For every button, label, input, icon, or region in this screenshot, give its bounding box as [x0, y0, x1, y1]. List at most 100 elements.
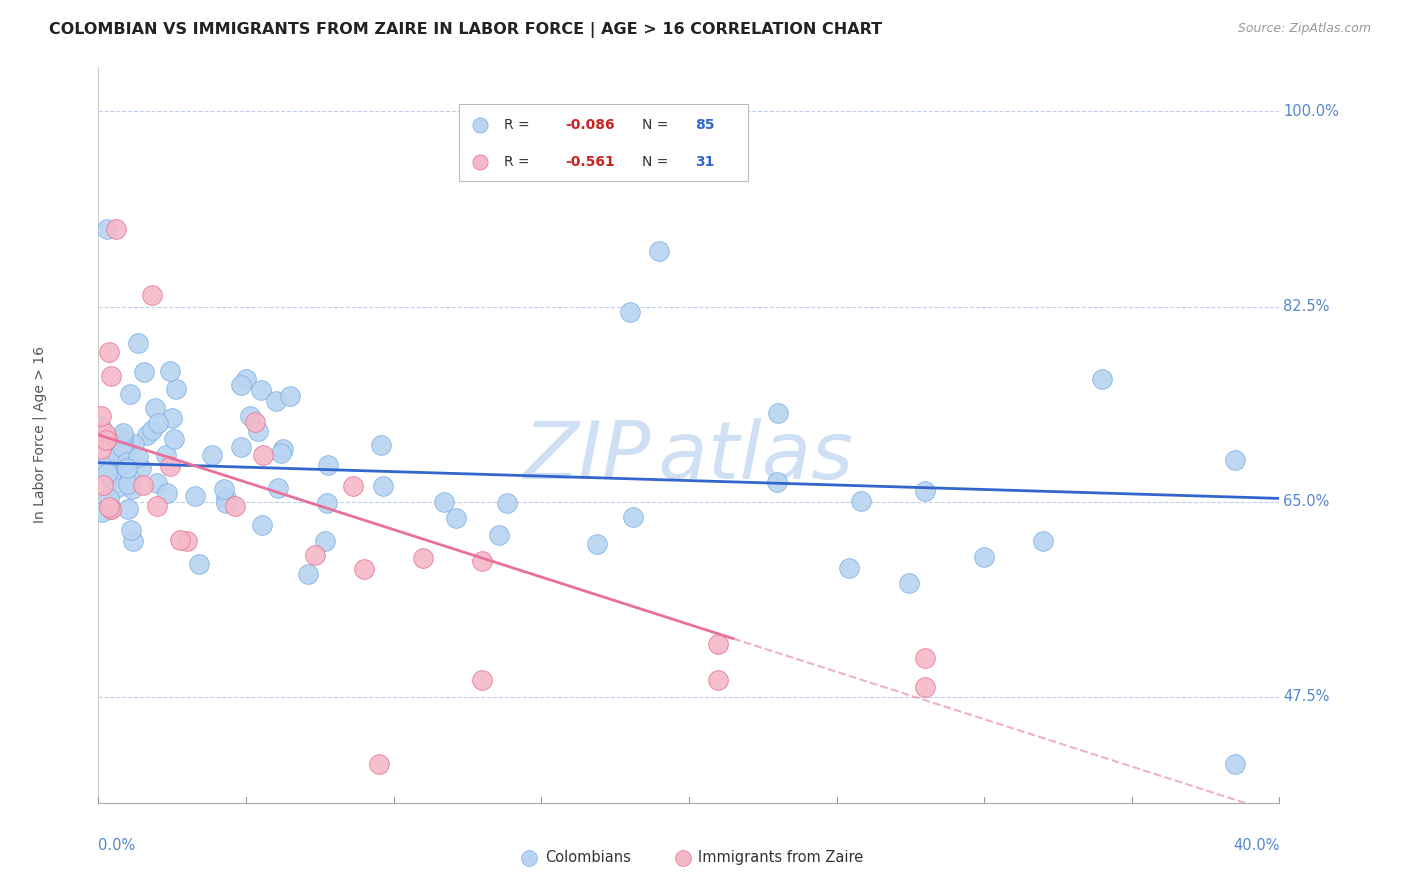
Point	[115, 455, 138, 469]
Point	[245, 415, 267, 429]
Point	[214, 483, 236, 497]
Point	[117, 477, 139, 491]
Point	[105, 467, 128, 481]
Point	[224, 499, 246, 513]
Point	[155, 448, 177, 462]
Point	[129, 461, 152, 475]
Point	[145, 499, 167, 513]
Text: 82.5%: 82.5%	[1284, 299, 1330, 314]
Point	[176, 534, 198, 549]
Point	[146, 416, 169, 430]
Point	[707, 673, 730, 687]
Point	[1032, 533, 1054, 548]
Point	[143, 401, 166, 415]
Text: ZIP atlas: ZIP atlas	[524, 418, 853, 496]
Point	[412, 551, 434, 566]
Text: 47.5%: 47.5%	[1284, 690, 1330, 705]
Point	[252, 518, 274, 533]
Point	[100, 368, 122, 383]
Point	[239, 409, 262, 423]
Point	[98, 500, 121, 514]
Point	[280, 389, 302, 403]
Point	[141, 288, 163, 302]
Point	[163, 432, 186, 446]
Point	[229, 378, 252, 392]
Point	[235, 372, 257, 386]
Point	[122, 534, 145, 549]
Text: 100.0%: 100.0%	[1284, 104, 1339, 119]
Text: R =: R =	[503, 119, 533, 132]
Point	[141, 423, 163, 437]
Point	[914, 651, 936, 665]
Point	[471, 673, 494, 687]
Point	[107, 448, 129, 462]
Point	[488, 528, 510, 542]
Point	[115, 460, 138, 475]
Point	[264, 394, 287, 409]
Point	[124, 437, 146, 451]
Point	[304, 548, 326, 562]
Point	[91, 505, 114, 519]
Point	[160, 411, 183, 425]
Point	[215, 491, 238, 506]
Point	[619, 305, 641, 319]
Text: COLOMBIAN VS IMMIGRANTS FROM ZAIRE IN LABOR FORCE | AGE > 16 CORRELATION CHART: COLOMBIAN VS IMMIGRANTS FROM ZAIRE IN LA…	[49, 22, 883, 38]
Point	[94, 425, 117, 440]
Point	[169, 533, 191, 547]
Point	[159, 458, 181, 473]
Text: 85: 85	[695, 119, 714, 132]
Point	[117, 502, 139, 516]
Point	[201, 448, 224, 462]
Point	[851, 493, 873, 508]
Point	[111, 426, 134, 441]
Point	[898, 576, 921, 591]
Text: 31: 31	[695, 154, 714, 169]
Point	[250, 383, 273, 397]
Text: R =: R =	[503, 154, 533, 169]
Text: N =: N =	[641, 154, 672, 169]
Point	[110, 441, 132, 455]
Point	[246, 425, 269, 439]
Point	[120, 387, 142, 401]
Point	[297, 566, 319, 581]
Point	[90, 442, 112, 456]
Point	[90, 409, 112, 423]
Text: -0.561: -0.561	[565, 154, 614, 169]
Text: Colombians: Colombians	[546, 850, 631, 865]
Point	[342, 479, 364, 493]
Point	[318, 458, 340, 472]
Point	[621, 510, 644, 524]
Point	[100, 501, 122, 516]
Point	[495, 495, 517, 509]
Point	[98, 491, 121, 505]
Point	[231, 440, 253, 454]
Point	[127, 450, 149, 464]
Point	[271, 442, 294, 456]
Point	[838, 560, 860, 574]
Point	[215, 495, 238, 509]
Point	[353, 562, 375, 576]
Point	[446, 510, 468, 524]
Point	[914, 680, 936, 694]
Point	[96, 221, 118, 235]
Point	[433, 494, 456, 508]
Point	[100, 472, 122, 486]
Point	[707, 638, 730, 652]
Point	[270, 446, 292, 460]
Point	[371, 479, 394, 493]
Text: In Labor Force | Age > 16: In Labor Force | Age > 16	[32, 346, 46, 524]
Point	[90, 420, 112, 434]
Point	[94, 458, 117, 473]
Point	[127, 335, 149, 350]
Point	[165, 382, 187, 396]
Text: N =: N =	[641, 119, 672, 132]
Point	[648, 244, 671, 258]
Point	[112, 435, 135, 450]
Point	[97, 344, 120, 359]
Point	[132, 365, 155, 379]
Point	[370, 438, 392, 452]
Point	[156, 485, 179, 500]
Point	[111, 430, 134, 444]
Point	[121, 482, 143, 496]
Point	[101, 457, 124, 471]
